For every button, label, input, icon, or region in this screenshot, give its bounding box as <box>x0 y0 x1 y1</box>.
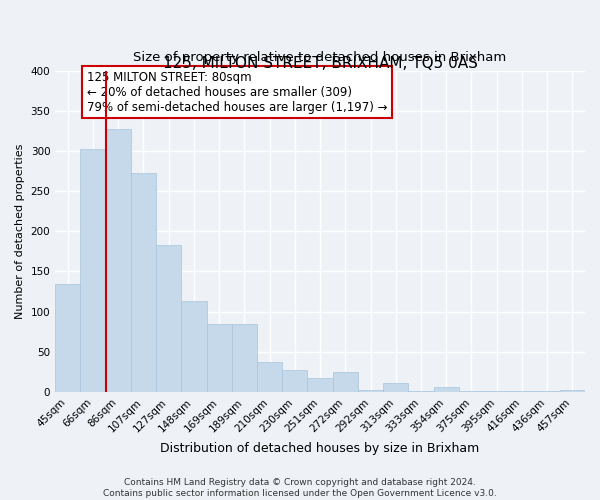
Text: Size of property relative to detached houses in Brixham: Size of property relative to detached ho… <box>133 52 507 64</box>
Bar <box>131 174 156 392</box>
Text: 125 MILTON STREET: 80sqm
← 20% of detached houses are smaller (309)
79% of semi-: 125 MILTON STREET: 80sqm ← 20% of detach… <box>87 70 388 114</box>
Bar <box>484 391 509 392</box>
Bar <box>206 324 232 392</box>
Y-axis label: Number of detached properties: Number of detached properties <box>15 144 25 319</box>
X-axis label: Distribution of detached houses by size in Brixham: Distribution of detached houses by size … <box>160 442 480 455</box>
Bar <box>106 130 131 392</box>
Bar <box>509 391 535 392</box>
Bar <box>307 378 332 392</box>
Bar <box>459 391 484 392</box>
Bar <box>332 372 358 392</box>
Text: Contains HM Land Registry data © Crown copyright and database right 2024.
Contai: Contains HM Land Registry data © Crown c… <box>103 478 497 498</box>
Bar <box>434 387 459 392</box>
Bar <box>232 324 257 392</box>
Bar <box>80 148 106 392</box>
Title: 125, MILTON STREET, BRIXHAM, TQ5 0AS: 125, MILTON STREET, BRIXHAM, TQ5 0AS <box>163 56 478 70</box>
Bar <box>181 301 206 392</box>
Bar <box>358 390 383 392</box>
Bar <box>409 391 434 392</box>
Bar <box>282 370 307 392</box>
Bar <box>55 284 80 392</box>
Bar <box>257 362 282 392</box>
Bar <box>156 245 181 392</box>
Bar <box>535 391 560 392</box>
Bar <box>383 383 409 392</box>
Bar <box>560 390 585 392</box>
